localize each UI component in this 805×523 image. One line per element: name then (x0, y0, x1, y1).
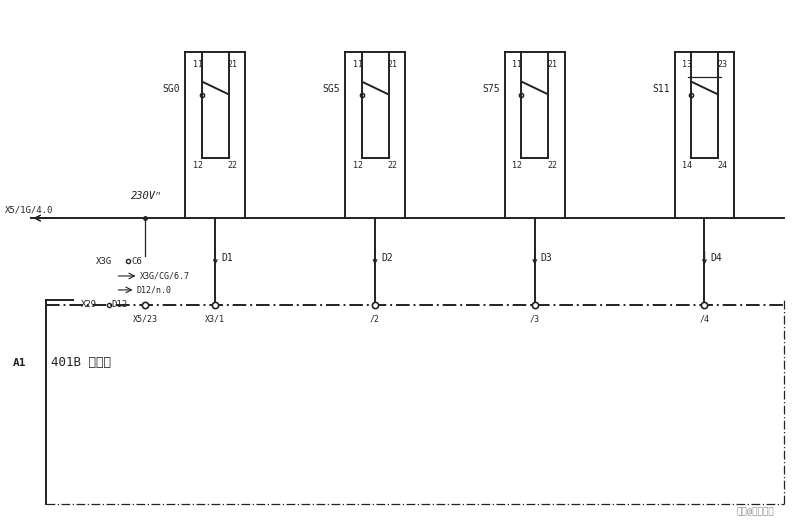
Text: S75: S75 (482, 84, 500, 94)
Text: 24: 24 (717, 161, 727, 170)
Text: 22: 22 (547, 161, 557, 170)
Text: 12: 12 (512, 161, 522, 170)
Text: 21: 21 (228, 60, 237, 69)
Text: X3/1: X3/1 (205, 315, 225, 324)
Text: 头条@电梯资料: 头条@电梯资料 (737, 507, 774, 516)
Text: 11: 11 (193, 60, 203, 69)
Text: 230Vⁿ: 230Vⁿ (130, 191, 162, 201)
Text: D12: D12 (112, 300, 128, 310)
Text: 14: 14 (682, 161, 692, 170)
Text: /3: /3 (530, 315, 540, 324)
Text: 21: 21 (387, 60, 398, 69)
Text: 22: 22 (387, 161, 398, 170)
Text: A1: A1 (13, 358, 27, 368)
Text: 12: 12 (353, 161, 362, 170)
Text: D1: D1 (221, 253, 233, 263)
Text: D4: D4 (711, 253, 722, 263)
Text: /4: /4 (700, 315, 709, 324)
Text: SG5: SG5 (323, 84, 340, 94)
Text: X29: X29 (80, 300, 97, 310)
Text: 401B 控制盒: 401B 控制盒 (51, 356, 110, 369)
Text: 12: 12 (193, 161, 203, 170)
Text: 22: 22 (228, 161, 237, 170)
Text: 21: 21 (547, 60, 557, 69)
Text: D3: D3 (541, 253, 552, 263)
Text: /2: /2 (370, 315, 380, 324)
Text: S11: S11 (652, 84, 670, 94)
Text: 11: 11 (353, 60, 362, 69)
Text: SG0: SG0 (163, 84, 180, 94)
Text: D2: D2 (381, 253, 393, 263)
Text: X3G/CG/6.7: X3G/CG/6.7 (139, 271, 189, 280)
Text: X5/1G/4.0: X5/1G/4.0 (5, 205, 53, 214)
Text: 11: 11 (512, 60, 522, 69)
Text: 23: 23 (717, 60, 727, 69)
Text: D12/n.0: D12/n.0 (137, 286, 171, 294)
Text: 13: 13 (682, 60, 692, 69)
Text: X3G: X3G (96, 256, 112, 266)
Text: X5/23: X5/23 (133, 315, 158, 324)
Text: C6: C6 (131, 256, 142, 266)
